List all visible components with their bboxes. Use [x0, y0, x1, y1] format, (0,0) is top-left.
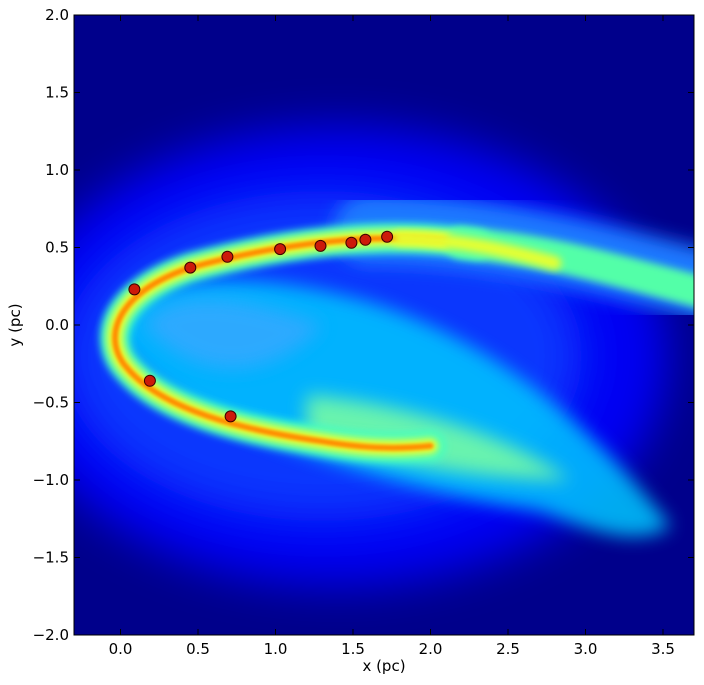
x-tick-label: 3.0 — [574, 640, 598, 658]
y-axis-ticks: −2.0 −1.5 −1.0 −0.5 0.0 0.5 1.0 1.5 2.0 — [33, 6, 694, 644]
scatter-point — [345, 236, 358, 249]
x-tick-label: 1.0 — [264, 640, 288, 658]
x-tick-label: 1.5 — [341, 640, 365, 658]
x-tick-label: 3.5 — [651, 640, 675, 658]
scatter-point — [381, 230, 394, 243]
x-axis-label: x (pc) — [362, 657, 405, 675]
density-heatmap — [74, 15, 694, 635]
scatter-markers — [128, 230, 394, 423]
x-tick-label: 2.5 — [496, 640, 520, 658]
cavity — [143, 298, 322, 369]
scatter-point — [359, 233, 372, 246]
scatter-point — [314, 239, 327, 252]
scatter-point — [221, 250, 234, 263]
y-tick-label: 0.5 — [45, 239, 69, 257]
y-tick-label: −0.5 — [33, 394, 69, 412]
x-axis-ticks: 0.0 0.5 1.0 1.5 2.0 2.5 3.0 3.5 — [109, 15, 675, 658]
y-tick-label: 0.0 — [45, 316, 69, 334]
x-tick-label: 0.5 — [186, 640, 210, 658]
scatter-point — [224, 410, 237, 423]
y-tick-label: 1.5 — [45, 84, 69, 102]
y-tick-label: −2.0 — [33, 626, 69, 644]
tail-yellow — [392, 231, 562, 270]
scatter-point — [274, 243, 287, 256]
y-tick-label: −1.5 — [33, 549, 69, 567]
y-tick-label: 2.0 — [45, 6, 69, 24]
x-tick-label: 2.0 — [419, 640, 443, 658]
scatter-point — [143, 374, 156, 387]
x-tick-label: 0.0 — [109, 640, 133, 658]
scatter-point — [184, 261, 197, 274]
scatter-point — [128, 283, 141, 296]
y-tick-label: −1.0 — [33, 471, 69, 489]
y-tick-label: 1.0 — [45, 161, 69, 179]
y-axis-label: y (pc) — [6, 303, 24, 346]
